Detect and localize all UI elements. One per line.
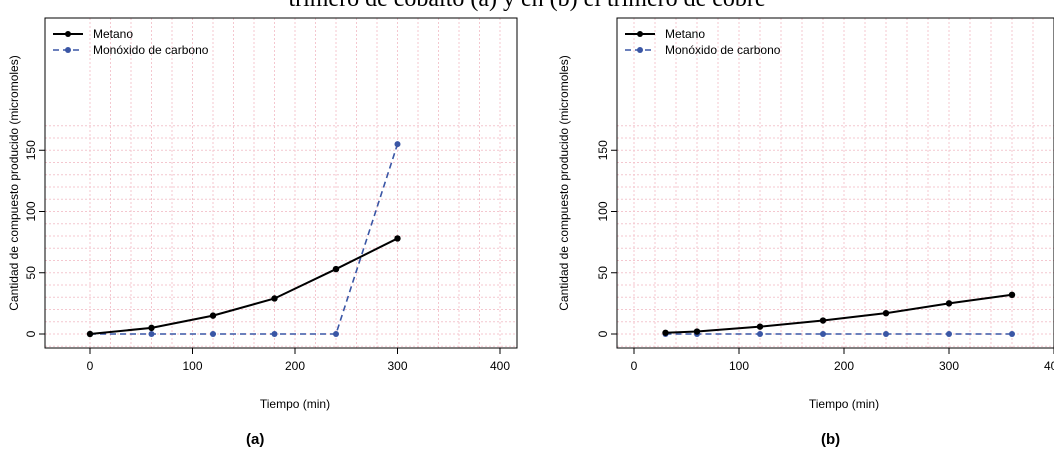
data-point-metano bbox=[271, 295, 278, 302]
plot-area-b bbox=[617, 18, 1054, 348]
data-point-metano bbox=[1008, 291, 1016, 298]
legend-swatch-marker bbox=[637, 31, 643, 37]
data-point-metano bbox=[332, 265, 340, 273]
data-point-monoxido-de-carbono bbox=[148, 331, 155, 337]
data-point-metano bbox=[945, 300, 953, 307]
x-tick-label: 100 bbox=[182, 359, 202, 373]
x-axis-title: Tiempo (min) bbox=[809, 397, 879, 411]
x-tick-label: 400 bbox=[490, 359, 510, 373]
plot-frame-a bbox=[44, 17, 518, 349]
x-tick-label: 100 bbox=[729, 359, 749, 373]
y-axis-title: Cantidad de compuesto producido (micromo… bbox=[7, 55, 21, 310]
data-point-metano bbox=[394, 235, 401, 242]
legend-b: Metano Monóxido de carbono bbox=[625, 27, 781, 57]
data-point-monoxido-de-carbono bbox=[946, 331, 952, 337]
chart-panel-a: 0 100 200 300 400 0 50 100 150 Tiempo (min) Cantid… bbox=[7, 17, 518, 411]
y-tick-label: 0 bbox=[24, 330, 38, 337]
x-tick-label: 400 bbox=[1044, 359, 1054, 373]
x-tick-label: 0 bbox=[87, 359, 94, 373]
y-tick-label: 50 bbox=[24, 266, 38, 280]
y-tick-label: 150 bbox=[596, 140, 610, 160]
y-axis-title: Cantidad de compuesto producido (micromo… bbox=[557, 55, 571, 310]
panel-label-b: (b) bbox=[821, 431, 841, 448]
x-axis-title: Tiempo (min) bbox=[260, 397, 330, 411]
grid-b bbox=[617, 18, 1054, 348]
legend-entry-label: Metano bbox=[665, 27, 705, 41]
grid-a bbox=[45, 18, 517, 348]
y-tick-label: 100 bbox=[596, 201, 610, 221]
data-point-metano bbox=[882, 309, 890, 317]
legend-swatch-marker bbox=[637, 47, 643, 53]
legend-entry-label: Monóxido de carbono bbox=[93, 43, 209, 57]
data-point-monoxido-de-carbono bbox=[820, 331, 826, 337]
data-point-monoxido-de-carbono bbox=[210, 331, 216, 337]
legend-a: Metano Monóxido de carbono bbox=[53, 27, 209, 57]
plot-frame-b bbox=[616, 17, 1054, 349]
data-point-monoxido-de-carbono bbox=[1009, 331, 1015, 337]
x-tick-label: 200 bbox=[285, 359, 305, 373]
figure-caption: trímero de cobalto (a) y en (b) el tríme… bbox=[0, 0, 1054, 13]
data-point-metano bbox=[148, 324, 155, 332]
y-tick-label: 100 bbox=[24, 201, 38, 221]
plot-area-a bbox=[45, 18, 517, 348]
data-point-metano bbox=[819, 317, 827, 324]
y-tick-label: 0 bbox=[596, 330, 610, 337]
x-tick-label: 200 bbox=[834, 359, 854, 373]
panel-label-a: (a) bbox=[246, 431, 265, 448]
data-point-monoxido-de-carbono bbox=[757, 331, 763, 337]
data-point-metano bbox=[86, 330, 94, 338]
x-tick-label: 300 bbox=[387, 359, 407, 373]
legend-swatch-marker bbox=[65, 31, 71, 37]
legend-swatch-marker bbox=[65, 47, 71, 53]
legend-entry-label: Monóxido de carbono bbox=[665, 43, 781, 57]
data-point-monoxido-de-carbono bbox=[333, 331, 339, 337]
data-point-metano bbox=[662, 329, 669, 336]
legend-entry-label: Metano bbox=[93, 27, 133, 41]
y-tick-label: 150 bbox=[24, 140, 38, 160]
chart-panel-b: 0 100 200 300 400 0 50 100 150 Tiempo (min) Cantid… bbox=[557, 17, 1054, 411]
x-tick-label: 0 bbox=[631, 359, 638, 373]
data-point-metano bbox=[693, 328, 701, 335]
data-point-metano bbox=[756, 323, 764, 330]
data-point-monoxido-de-carbono bbox=[394, 141, 401, 148]
y-tick-label: 50 bbox=[596, 266, 610, 280]
data-point-monoxido-de-carbono bbox=[883, 331, 889, 337]
data-point-monoxido-de-carbono bbox=[271, 331, 278, 337]
series-line-monoxido-de-carbono bbox=[90, 143, 399, 335]
data-point-metano bbox=[209, 312, 217, 319]
x-tick-label: 300 bbox=[939, 359, 959, 373]
series-line-metano bbox=[89, 237, 398, 335]
